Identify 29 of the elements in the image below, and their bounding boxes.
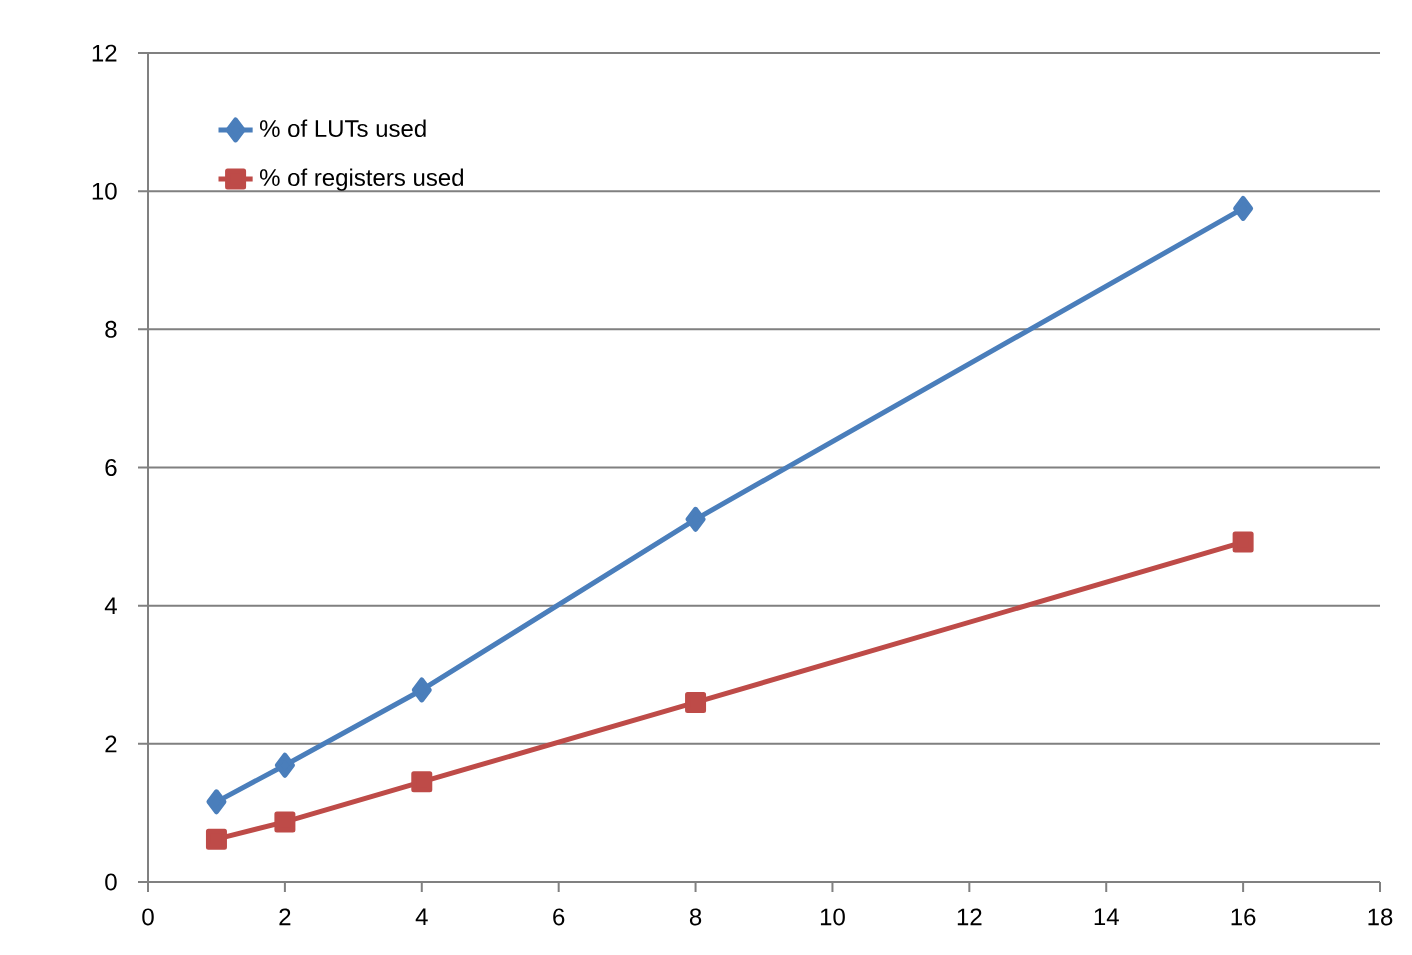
x-tick-label: 8: [689, 908, 702, 926]
y-tick-label: 12: [92, 44, 117, 62]
x-tick-label: 2: [279, 908, 291, 926]
x-tick-label: 10: [820, 908, 845, 926]
y-tick-label: 4: [104, 597, 117, 614]
x-tick-label: 0: [142, 908, 154, 926]
x-tick-label: 14: [1094, 908, 1119, 925]
point: [411, 677, 432, 703]
y-tick-label: 10: [92, 182, 117, 200]
x-tick-label: 18: [1368, 908, 1393, 926]
x-tick-label: 16: [1231, 908, 1256, 926]
point: [206, 789, 227, 815]
point: [685, 691, 707, 713]
x-tick-label: 6: [553, 908, 565, 926]
y-tick-label: 6: [105, 459, 117, 476]
y-tick-label: 2: [105, 735, 117, 753]
point: [205, 828, 227, 850]
legend-label: % of registers used: [260, 168, 463, 191]
point: [274, 752, 295, 778]
point: [685, 506, 706, 532]
y-tick-label: 8: [105, 320, 117, 338]
x-tick-label: 4: [415, 908, 428, 925]
point: [411, 771, 433, 793]
point: [274, 811, 296, 833]
point: [1233, 195, 1254, 221]
x-tick-label: 12: [957, 908, 982, 926]
point: [1232, 531, 1254, 553]
y-tick-label: 0: [105, 873, 117, 891]
legend-label: % of LUTs used: [260, 119, 426, 138]
